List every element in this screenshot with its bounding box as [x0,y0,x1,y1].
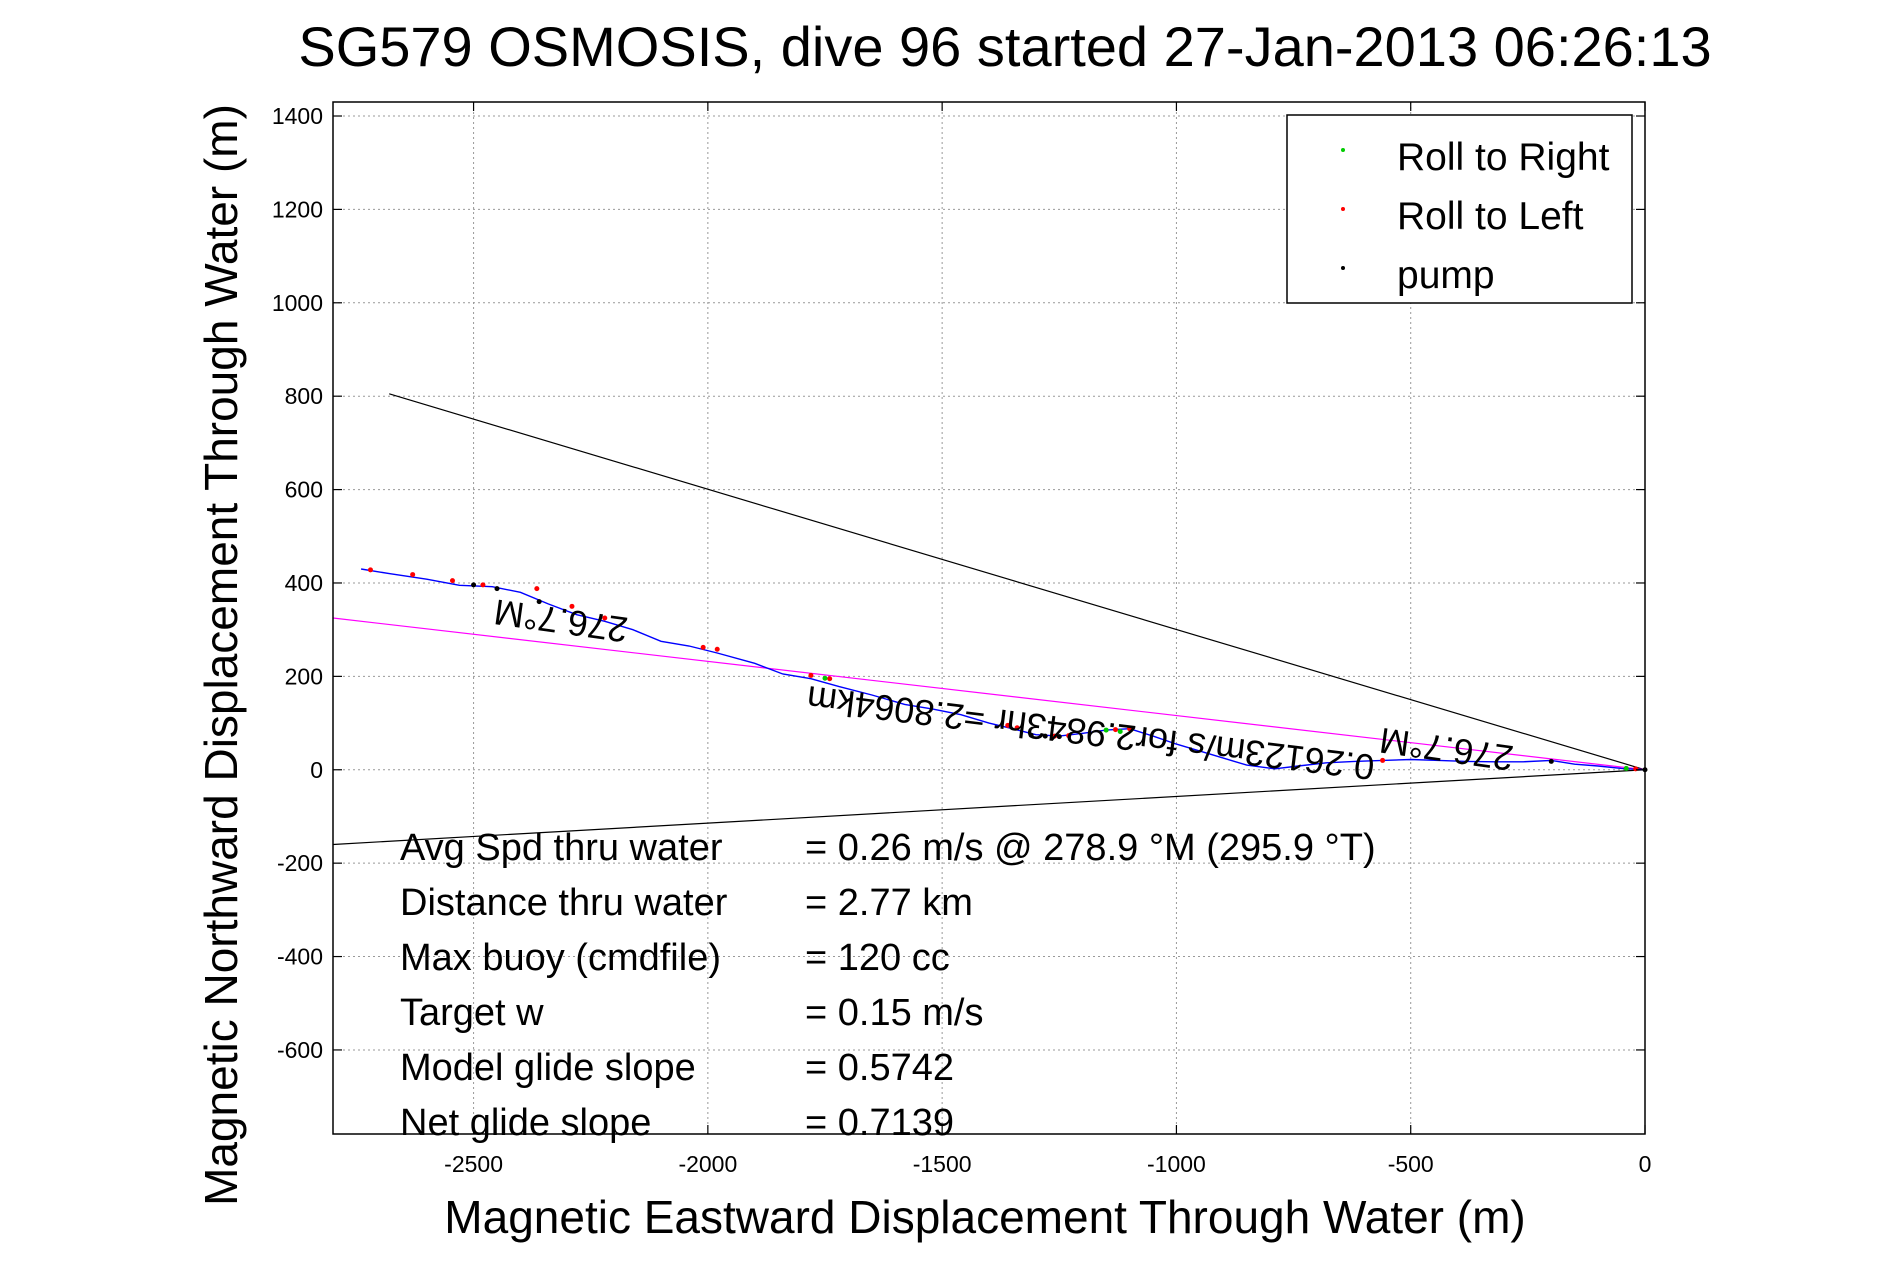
legend: Roll to Right Roll to Left pump [1286,114,1633,304]
pump-marker [1056,734,1062,740]
legend-label-roll-left: Roll to Left [1397,195,1584,238]
reference-lines [332,393,1646,846]
stat-label: Net glide slope [400,1102,651,1144]
roll-left-marker [1052,733,1058,739]
roll-left-marker [534,586,540,592]
stat-label: Model glide slope [400,1047,696,1089]
x-tick-label: -1000 [1147,1151,1206,1177]
reference-line [332,617,1646,771]
y-tick-label: -400 [277,944,323,970]
legend-label-roll-right: Roll to Right [1397,136,1610,179]
y-tick-label: 0 [310,757,323,783]
stat-label: Avg Spd thru water [400,827,723,869]
reference-line [389,393,1646,771]
stat-label: Distance thru water [400,882,728,924]
legend-marker-roll-left [1341,207,1345,211]
chart-title: SG579 OSMOSIS, dive 96 started 27-Jan-20… [298,15,1711,78]
y-tick-label: 1200 [272,196,323,222]
roll-left-marker [1380,757,1386,763]
roll-left-marker [367,567,373,573]
legend-label-pump: pump [1397,254,1495,297]
roll-left-marker [1633,766,1639,772]
roll-left-marker [480,582,486,588]
x-axis-label: Magnetic Eastward Displacement Through W… [444,1191,1525,1243]
plot-frame [332,101,1646,1135]
roll-right-marker [1117,728,1123,734]
pump-marker [494,586,500,592]
stat-value: = 2.77 km [805,882,973,924]
x-tick-label: 0 [1639,1151,1652,1177]
y-axis-label: Magnetic Northward Displacement Through … [195,104,247,1206]
reference-line [332,769,1646,846]
roll-left-marker [449,578,455,584]
pump-marker [471,582,477,588]
roll-left-marker [569,603,575,609]
roll-left-marker [1066,733,1072,739]
x-tick-label: -500 [1388,1151,1434,1177]
pump-marker [1548,758,1554,764]
y-tick-label: 200 [285,663,323,689]
y-tick-label: 1400 [272,103,323,129]
axis-ticks: -2500 -2000 -1500 -1000 -500 0140012001000800… [272,102,1652,1177]
y-tick-label: 800 [285,383,323,409]
roll-left-marker [714,646,720,652]
roll-left-marker [1014,725,1020,731]
roll-left-marker [1113,727,1119,733]
y-tick-label: -600 [277,1037,323,1063]
stat-label: Target w [400,992,544,1034]
stat-value: = 0.26 m/s @ 278.9 °M (295.9 °T) [805,827,1376,869]
y-tick-label: 600 [285,477,323,503]
roll-left-marker [410,572,416,578]
marker-group [367,567,1648,773]
roll-right-marker [822,675,828,681]
stat-value: = 120 cc [805,937,950,979]
roll-left-marker [827,676,833,682]
roll-left-marker [700,644,706,650]
stat-value: = 0.5742 [805,1047,954,1089]
x-tick-label: -2000 [678,1151,737,1177]
stat-label: Max buoy (cmdfile) [400,937,721,979]
pump-marker [536,599,542,605]
pump-marker [1028,732,1034,738]
roll-left-marker [1127,726,1133,732]
legend-marker-pump [1341,266,1345,270]
stats-block: Avg Spd thru water = 0.26 m/s @ 278.9 °M… [400,827,1376,1144]
roll-right-marker [1103,727,1109,733]
y-tick-label: 1000 [272,290,323,316]
legend-marker-roll-right [1341,148,1345,152]
roll-right-marker [1623,765,1629,771]
x-tick-label: -2500 [444,1151,503,1177]
pump-marker [1042,733,1048,739]
x-tick-label: -1500 [913,1151,972,1177]
stat-value: = 0.7139 [805,1102,954,1144]
roll-left-marker [808,672,814,678]
y-tick-label: -200 [277,850,323,876]
roll-left-marker [1005,722,1011,728]
roll-left-marker [602,615,608,621]
stat-value: = 0.15 m/s [805,992,983,1034]
y-tick-label: 400 [285,570,323,596]
